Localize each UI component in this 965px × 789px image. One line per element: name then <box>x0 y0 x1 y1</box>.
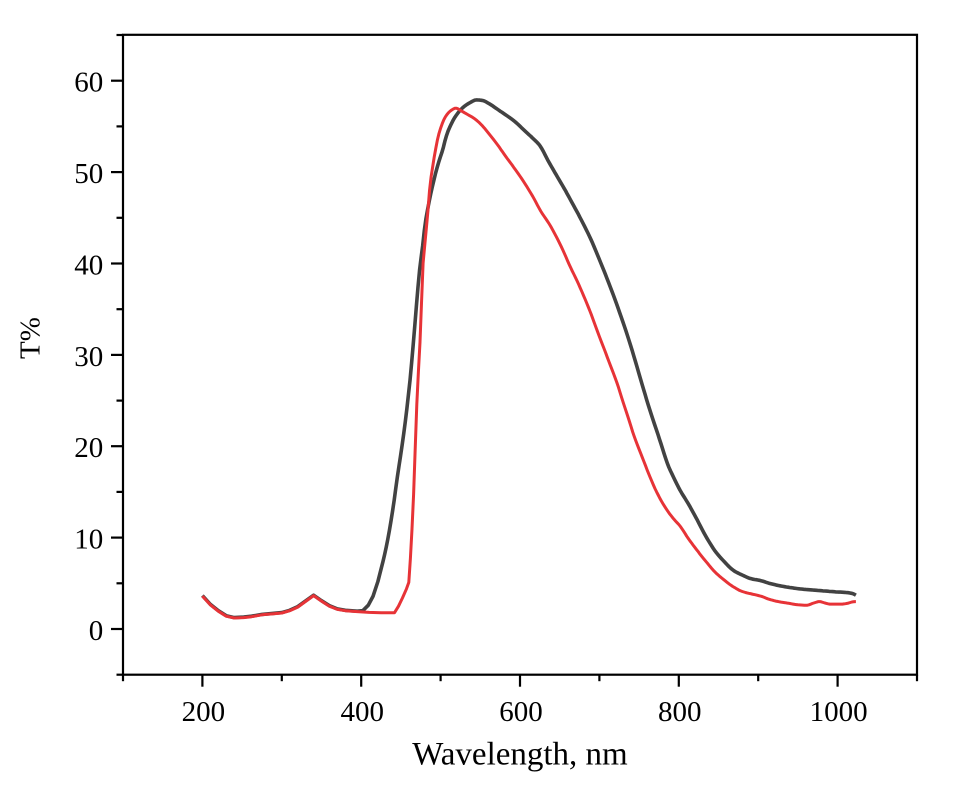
svg-text:50: 50 <box>74 158 103 190</box>
svg-text:30: 30 <box>74 341 103 373</box>
svg-text:400: 400 <box>340 696 384 728</box>
svg-text:20: 20 <box>74 432 103 464</box>
svg-text:800: 800 <box>658 696 702 728</box>
svg-text:10: 10 <box>74 524 103 556</box>
svg-text:0: 0 <box>89 615 104 647</box>
svg-text:60: 60 <box>74 67 103 99</box>
svg-text:200: 200 <box>182 696 226 728</box>
svg-text:600: 600 <box>499 696 543 728</box>
svg-text:1000: 1000 <box>810 696 868 728</box>
svg-text:Wavelength, nm: Wavelength, nm <box>412 737 628 773</box>
svg-text:40: 40 <box>74 250 103 282</box>
svg-text:T%: T% <box>14 317 46 359</box>
